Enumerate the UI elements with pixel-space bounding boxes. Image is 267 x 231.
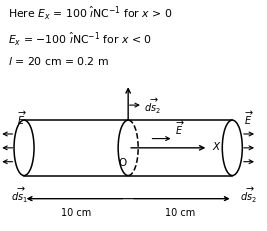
Text: 10 cm: 10 cm — [61, 208, 91, 218]
Ellipse shape — [14, 120, 34, 176]
Text: 10 cm: 10 cm — [165, 208, 195, 218]
Text: $\overrightarrow{E}$: $\overrightarrow{E}$ — [244, 109, 253, 127]
Text: $E_x$ = −100 $\hat{\imath}$NC$^{-1}$ for $x$ < 0: $E_x$ = −100 $\hat{\imath}$NC$^{-1}$ for… — [8, 30, 152, 48]
Text: $\overrightarrow{ds_1}$: $\overrightarrow{ds_1}$ — [11, 186, 28, 205]
Ellipse shape — [222, 120, 242, 176]
Text: X: X — [212, 142, 219, 152]
Text: $\overrightarrow{ds_2}$: $\overrightarrow{ds_2}$ — [144, 97, 161, 116]
Text: $\overrightarrow{ds_2}$: $\overrightarrow{ds_2}$ — [240, 186, 256, 205]
Text: $l$ = 20 cm = 0.2 m: $l$ = 20 cm = 0.2 m — [8, 55, 109, 67]
Bar — [24, 120, 232, 176]
Text: O: O — [119, 158, 127, 168]
Text: Here $E_x$ = 100 $\hat{\imath}$NC$^{-1}$ for $x$ > 0: Here $E_x$ = 100 $\hat{\imath}$NC$^{-1}$… — [8, 5, 172, 22]
Text: $\overrightarrow{E}$: $\overrightarrow{E}$ — [175, 120, 184, 137]
Text: $\overrightarrow{E}$: $\overrightarrow{E}$ — [17, 109, 26, 127]
